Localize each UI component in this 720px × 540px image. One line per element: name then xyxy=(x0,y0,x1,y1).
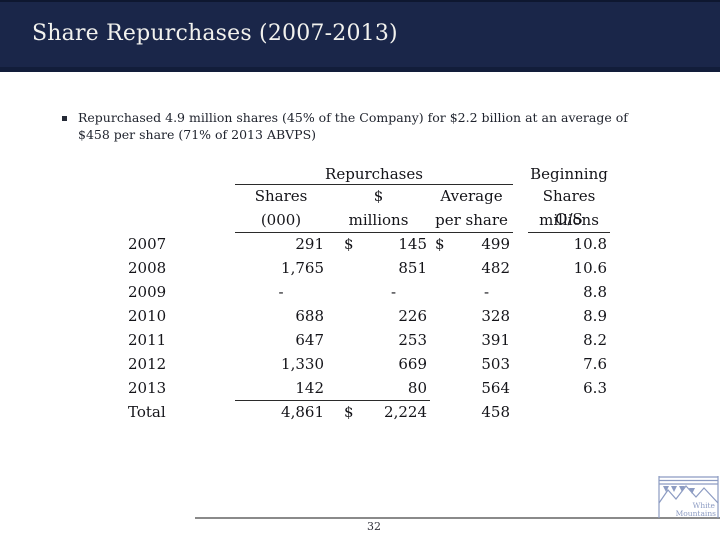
dollar-sign xyxy=(327,281,357,305)
bullet-text: Repurchased 4.9 million shares (45% of t… xyxy=(78,110,628,142)
dollar-sign xyxy=(430,329,460,353)
year-label: 2008 xyxy=(128,259,167,277)
header-shares-os: Shares O/S xyxy=(542,187,596,228)
millions-value: 253 xyxy=(398,331,427,349)
beginning-value: 8.9 xyxy=(583,307,607,325)
shares-value: 291 xyxy=(295,235,324,253)
avg-value: - xyxy=(483,283,490,301)
group-header-repurchases: Repurchases xyxy=(235,164,513,185)
year-label: 2011 xyxy=(128,331,167,349)
dollar-sign xyxy=(327,329,357,353)
table-total-row: Total 4,861 $ 2,224 458 xyxy=(128,401,610,425)
avg-value: 503 xyxy=(481,355,510,373)
year-label: 2010 xyxy=(128,307,167,325)
shares-total: 4,861 xyxy=(281,403,324,421)
dollar-sign: $ xyxy=(344,235,354,253)
beginning-value: 7.6 xyxy=(583,355,607,373)
year-label: 2012 xyxy=(128,355,167,373)
millions-value: 145 xyxy=(398,235,427,253)
header-000: (000) xyxy=(235,209,327,233)
logo-text-white: White xyxy=(693,501,716,510)
logo-text-mountains: Mountains xyxy=(676,509,717,518)
shares-value: 647 xyxy=(295,331,324,349)
shares-value: 688 xyxy=(295,307,324,325)
millions-value: 80 xyxy=(357,377,430,401)
dollar-sign xyxy=(430,401,460,425)
table-row: 2011 647 253 391 8.2 xyxy=(128,329,610,353)
year-label: 2007 xyxy=(128,235,167,253)
millions-total: 2,224 xyxy=(384,403,427,421)
table-row: 2007 291 $ 145 $ 499 10.8 xyxy=(128,233,610,257)
shares-value: 142 xyxy=(235,377,327,401)
header-shares: Shares xyxy=(254,187,308,205)
footer-divider xyxy=(195,517,720,519)
header-average: Average xyxy=(440,187,503,205)
header-millions: millions xyxy=(327,209,430,233)
avg-value: 391 xyxy=(481,331,510,349)
header-millions-right: millions xyxy=(528,209,610,233)
dollar-sign: $ xyxy=(435,235,445,253)
dollar-sign xyxy=(327,257,357,281)
mountain-ridge-icon xyxy=(658,485,719,504)
bullet-item: Repurchased 4.9 million shares (45% of t… xyxy=(62,109,662,143)
table-row: 2013 142 80 564 6.3 xyxy=(128,377,610,401)
header-dollar: $ xyxy=(373,187,384,205)
beginning-value: 10.6 xyxy=(573,259,607,277)
table-row: 2012 1,330 669 503 7.6 xyxy=(128,353,610,377)
dollar-sign xyxy=(430,353,460,377)
repurchases-table: Repurchases Beginning Shares $ Average S… xyxy=(128,164,610,425)
shares-value: 1,765 xyxy=(281,259,324,277)
beginning-value: 6.3 xyxy=(583,379,607,397)
total-label: Total xyxy=(128,403,166,421)
shares-value: - xyxy=(278,283,284,301)
dollar-sign xyxy=(327,353,357,377)
table-row: 2010 688 226 328 8.9 xyxy=(128,305,610,329)
beginning-value: 8.2 xyxy=(583,331,607,349)
dollar-sign xyxy=(430,281,460,305)
shares-value: 1,330 xyxy=(281,355,324,373)
beginning-value: 10.8 xyxy=(573,235,607,253)
avg-value: 482 xyxy=(481,259,510,277)
dollar-sign xyxy=(327,377,357,401)
dollar-sign xyxy=(430,257,460,281)
year-label: 2013 xyxy=(128,379,167,397)
avg-value: 328 xyxy=(481,307,510,325)
table-subheader-row-2: (000) millions per share millions xyxy=(128,209,610,233)
table-group-row: Repurchases Beginning xyxy=(128,164,610,185)
dollar-sign xyxy=(327,305,357,329)
year-label: 2009 xyxy=(128,283,167,301)
table-row: 2009 - - - 8.8 xyxy=(128,281,610,305)
page-number: 32 xyxy=(367,520,381,533)
millions-value: 851 xyxy=(398,259,427,277)
slide-header: Share Repurchases (2007-2013) xyxy=(0,0,720,72)
dollar-sign: $ xyxy=(344,403,354,421)
header-per-share: per share xyxy=(430,209,513,233)
avg-total: 458 xyxy=(481,403,510,421)
group-header-beginning: Beginning xyxy=(530,165,608,183)
beginning-value: 8.8 xyxy=(583,283,607,301)
white-mountains-logo: White Mountains xyxy=(658,476,719,518)
dollar-sign xyxy=(430,305,460,329)
icicle-triangles-icon xyxy=(663,486,695,494)
beginning-total xyxy=(528,401,610,425)
empty-cell xyxy=(128,209,235,233)
millions-value: 226 xyxy=(398,307,427,325)
millions-value: - xyxy=(390,283,397,301)
millions-value: 669 xyxy=(398,355,427,373)
table-corner-cell xyxy=(128,164,235,185)
avg-value: 564 xyxy=(481,379,510,397)
dollar-sign xyxy=(430,377,460,401)
slide-title: Share Repurchases (2007-2013) xyxy=(32,21,398,46)
table-subheader-row-1: Shares $ Average Shares O/S xyxy=(128,185,610,228)
table-row: 2008 1,765 851 482 10.6 xyxy=(128,257,610,281)
avg-value: 499 xyxy=(481,235,510,253)
bullet-icon xyxy=(62,116,67,121)
